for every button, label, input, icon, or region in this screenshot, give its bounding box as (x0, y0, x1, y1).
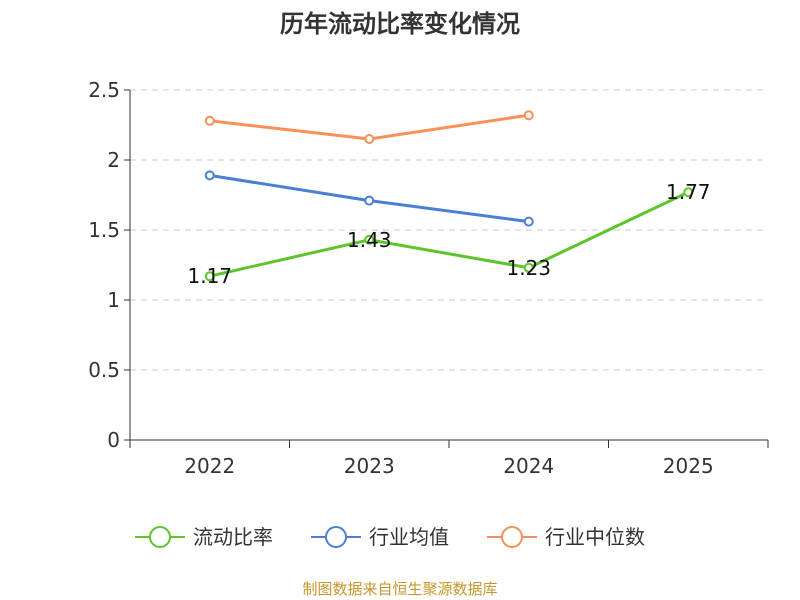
legend-item[interactable]: 行业均值 (311, 525, 449, 549)
data-point (523, 262, 534, 273)
legend[interactable]: 流动比率 行业均值 行业中位数 (135, 525, 645, 549)
legend-label: 行业中位数 (545, 525, 645, 549)
data-point (364, 195, 375, 206)
legend-marker (149, 526, 171, 548)
data-point (683, 187, 694, 198)
x-tick-label: 2024 (503, 454, 554, 478)
legend-item[interactable]: 行业中位数 (487, 525, 645, 549)
data-point (523, 216, 534, 227)
chart-title: 历年流动比率变化情况 (280, 10, 520, 38)
data-label: 1.17 (187, 264, 232, 288)
source-note: 制图数据来自恒生聚源数据库 (302, 580, 498, 598)
y-tick-label: 1.5 (88, 218, 120, 242)
y-tick-label: 2 (107, 148, 120, 172)
legend-marker (325, 526, 347, 548)
data-point (204, 170, 215, 181)
legend-label: 流动比率 (193, 525, 273, 549)
grid (130, 89, 768, 371)
data-label: 1.77 (666, 180, 711, 204)
legend-marker (501, 526, 523, 548)
x-tick-label: 2025 (663, 454, 714, 478)
data-label: 1.23 (506, 256, 551, 280)
data-point (523, 110, 534, 121)
series-line (209, 190, 689, 278)
data-labels: 1.17 1.43 1.23 1.77 (187, 180, 710, 288)
x-tick-label: 2022 (184, 454, 235, 478)
y-tick-label: 0 (107, 428, 120, 452)
legend-label: 行业均值 (369, 525, 449, 549)
axes: 0 0.5 1 1.5 2 2.5 2022 2023 2024 2025 (88, 78, 769, 478)
y-tick-label: 1 (107, 288, 120, 312)
data-point (364, 134, 375, 144)
data-point (204, 115, 215, 126)
x-tick-label: 2023 (344, 454, 395, 478)
data-point (364, 234, 375, 245)
legend-item[interactable]: 流动比率 (135, 525, 273, 549)
y-tick-label: 0.5 (88, 358, 120, 382)
data-point (204, 271, 215, 282)
y-tick-label: 2.5 (88, 78, 120, 102)
series-layer (204, 110, 694, 282)
data-label: 1.43 (347, 228, 392, 252)
